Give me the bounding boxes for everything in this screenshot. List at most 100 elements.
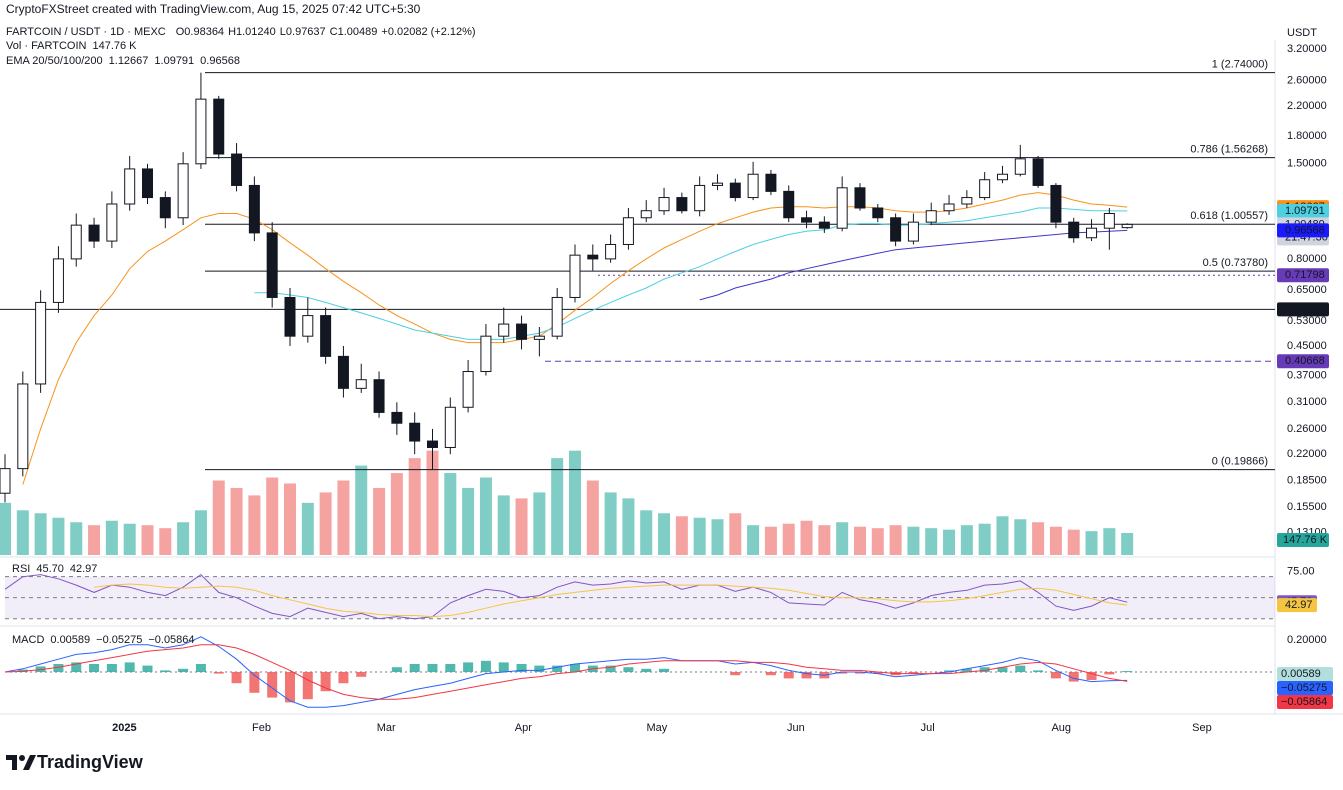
macd-histogram-bar — [783, 672, 794, 679]
candle-body — [426, 440, 438, 448]
volume-bar — [248, 495, 261, 555]
macd-histogram-bar — [979, 667, 990, 672]
macd-histogram-bar — [997, 667, 1008, 672]
candle-body — [213, 98, 225, 155]
rsi-line — [4, 573, 1128, 620]
price-tag — [1277, 223, 1329, 238]
volume-bar — [1085, 531, 1098, 555]
volume-bar — [943, 529, 956, 555]
candle-body — [355, 379, 367, 389]
macd-histogram-bar — [569, 664, 580, 672]
y-tick-label: 0.37000 — [1287, 369, 1327, 381]
macd-histogram-bar — [498, 662, 509, 672]
candle-body — [516, 323, 528, 340]
macd-histogram-bar — [391, 667, 402, 672]
y-tick-label: 0.45000 — [1287, 340, 1327, 352]
volume-bar — [497, 495, 510, 555]
brand-name: TradingView — [37, 752, 144, 772]
candle-body — [1050, 184, 1062, 223]
macd-histogram-bar — [231, 672, 242, 684]
macd-histogram-bar — [142, 665, 153, 672]
y-tick-label: 2.60000 — [1287, 74, 1327, 86]
macd-histogram-bar — [961, 668, 972, 672]
macd-histogram-bar — [1068, 672, 1079, 682]
volume-bar — [194, 510, 207, 555]
price-tag-label: 1.09791 — [1285, 205, 1325, 217]
macd-histogram-bar — [427, 664, 438, 672]
y-tick-label: 0.15500 — [1287, 501, 1327, 513]
macd-tag — [1277, 681, 1333, 695]
candle-body — [1068, 221, 1080, 239]
macd-tag-label: −0.05864 — [1281, 696, 1327, 708]
macd-histogram-bar — [605, 665, 616, 672]
macd-histogram-bar — [1050, 672, 1061, 679]
price-tag — [1277, 268, 1329, 283]
candle-body — [729, 182, 741, 199]
legend-text: FARTCOIN / USDT · 1D · MEXC — [6, 26, 166, 38]
legend-text: L0.97637 — [280, 26, 326, 38]
macd-histogram-bar — [1015, 665, 1026, 672]
price-tag — [1277, 302, 1329, 317]
volume-bar — [515, 498, 528, 555]
volume-bar — [729, 513, 742, 555]
macd-histogram-bar — [1033, 670, 1044, 672]
fib-label: 0.5 (0.73780) — [1203, 257, 1268, 269]
macd-histogram-bar — [908, 672, 919, 674]
candle-body — [444, 406, 456, 448]
volume-bar — [693, 517, 706, 555]
candle-body — [907, 221, 919, 242]
macd-histogram-bar — [765, 672, 776, 676]
volume-bar — [52, 517, 65, 555]
candle-body — [890, 217, 902, 242]
candle-body — [658, 197, 670, 212]
y-tick-label: 0.18500 — [1287, 474, 1327, 486]
volume-bar — [747, 525, 760, 555]
candle-body — [266, 232, 278, 298]
volume-bar — [1032, 522, 1045, 555]
candle-body — [195, 98, 207, 165]
volume-bar — [853, 526, 866, 555]
y-tick-label: 0.53000 — [1287, 315, 1327, 327]
candle-body — [1014, 158, 1026, 175]
volume-bar — [836, 522, 849, 555]
volume-bar — [34, 513, 47, 555]
volume-bar — [889, 525, 902, 555]
volume-bar — [88, 525, 101, 555]
candle-body — [622, 217, 634, 245]
volume-bar — [212, 480, 225, 555]
candle-body — [1032, 158, 1044, 186]
price-tag — [1277, 354, 1329, 369]
candle-body — [498, 323, 510, 337]
macd-histogram-bar — [1104, 672, 1115, 675]
candle-body — [284, 296, 296, 337]
macd-histogram-bar — [249, 672, 260, 693]
volume-bar — [159, 528, 172, 555]
volume-bar — [533, 492, 546, 555]
macd-histogram-bar — [1122, 671, 1133, 672]
fib-label: 0.618 (1.00557) — [1190, 210, 1268, 222]
volume-bar — [622, 498, 635, 555]
candle-body — [836, 187, 848, 229]
candle-body — [17, 383, 29, 470]
volume-bar — [16, 510, 29, 555]
candle-body — [711, 182, 723, 186]
volume-bar — [907, 526, 920, 555]
volume-bar — [586, 480, 599, 555]
candle-body — [765, 173, 777, 192]
legend-text: Vol · FARTCOIN — [6, 40, 87, 52]
candle-body — [943, 203, 955, 212]
volume-bar — [390, 473, 403, 555]
candle-body — [872, 207, 884, 219]
macd-histogram-bar — [801, 672, 812, 679]
y-tick-label: 0.80000 — [1287, 253, 1327, 265]
rsi-ma-line — [94, 583, 1128, 618]
rsi-tag-label: 42.97 — [1285, 599, 1313, 611]
candle-body — [694, 184, 706, 212]
legend-text: C1.00489 — [330, 26, 378, 38]
volume-bar — [800, 520, 813, 555]
ema-line — [254, 207, 1128, 340]
volume-bar — [782, 523, 795, 555]
volume-bar — [996, 516, 1009, 555]
candle-body — [747, 173, 759, 199]
